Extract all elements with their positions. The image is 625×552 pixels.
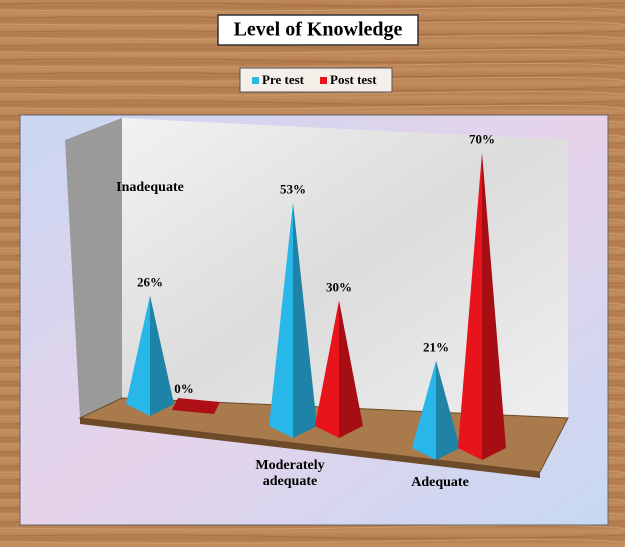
legend-swatch	[252, 77, 259, 84]
chart-title: Level of Knowledge	[234, 19, 403, 41]
x-tick-label: Adequate	[390, 475, 490, 491]
legend-swatch	[320, 77, 327, 84]
value-label: 70%	[469, 131, 495, 146]
x-tick-label: Moderately adequate	[250, 458, 330, 490]
value-label: 26%	[137, 274, 163, 289]
legend-label: Pre test	[262, 72, 305, 87]
value-label: 30%	[326, 279, 352, 294]
value-label: 21%	[423, 340, 449, 355]
x-tick-label: Inadequate	[100, 180, 200, 196]
value-label: 53%	[280, 182, 306, 197]
legend-label: Post test	[330, 72, 377, 87]
value-label: 0%	[174, 381, 194, 396]
